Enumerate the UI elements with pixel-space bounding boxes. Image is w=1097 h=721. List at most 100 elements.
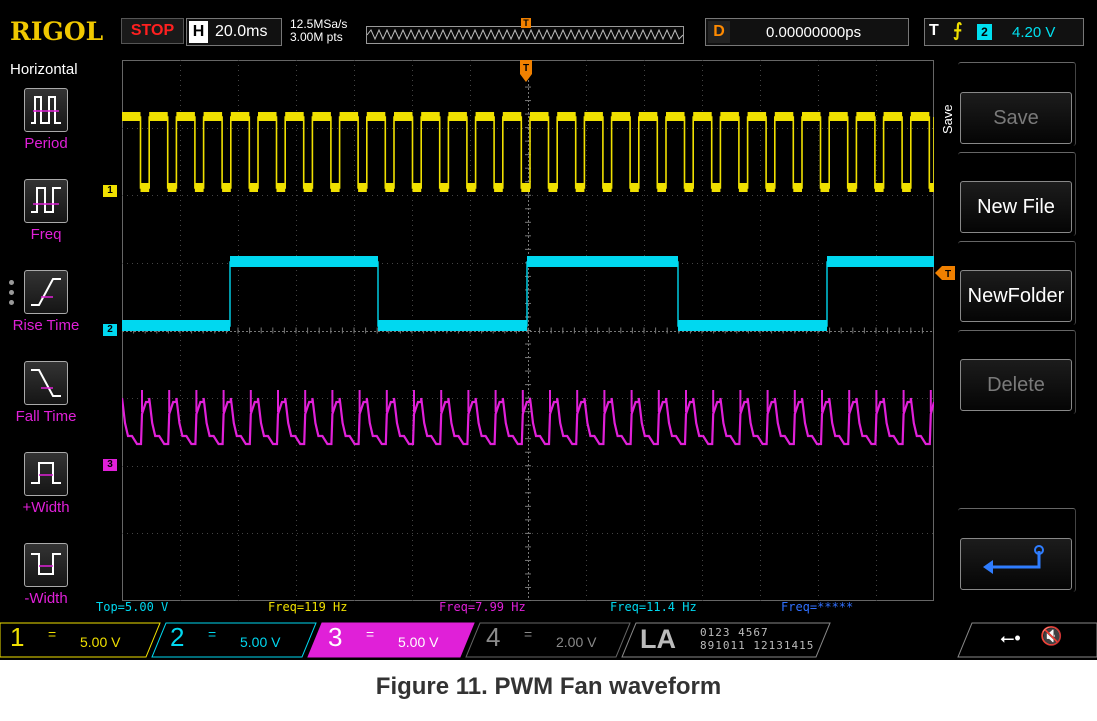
menu-item-fall-time[interactable]: Fall Time <box>0 361 92 447</box>
mute-icon[interactable]: 🔇 <box>1040 626 1063 646</box>
ch1-high-band <box>638 112 658 121</box>
menu-item-pos-width[interactable]: +Width <box>0 452 92 538</box>
ch1-high-band <box>176 112 195 121</box>
svg-text:T: T <box>945 269 951 280</box>
ch2-level-band <box>378 320 527 331</box>
ch1-high-band <box>230 112 250 121</box>
ch1-high-band <box>856 112 875 121</box>
ch1-low-band <box>575 183 585 192</box>
ch1-low-band <box>330 183 340 192</box>
channel-number: 1 <box>10 622 25 652</box>
channel-1-status[interactable]: 1 = 5.00 V <box>0 622 150 656</box>
menu-side-label: Save <box>940 104 955 134</box>
back-button[interactable] <box>960 538 1072 590</box>
menu-title: Horizontal <box>10 61 78 78</box>
ch1-high-band <box>883 112 903 121</box>
measure-menu: Horizontal Period Freq Rise Time Fall Ti… <box>0 58 92 618</box>
coupling-icon: = <box>366 626 375 642</box>
softkey-frame <box>958 152 1076 236</box>
memory-depth: 3.00M pts <box>290 30 343 44</box>
rising-edge-icon: ⨍ <box>953 20 963 40</box>
ch1-high-band <box>502 112 522 121</box>
ch3-marker[interactable]: 3 <box>103 459 117 471</box>
ch1-high-band <box>584 112 603 121</box>
ch1-high-band <box>666 112 685 121</box>
channel-2-status[interactable]: 2 = 5.00 V <box>160 622 310 656</box>
ch1-high-band <box>802 112 821 121</box>
trigger-level-marker[interactable]: T <box>935 266 955 280</box>
ch1-low-band <box>521 183 530 192</box>
la-channels: 0123 4567 891011 12131415 <box>700 626 814 652</box>
trigger-position-marker[interactable]: T <box>520 60 532 82</box>
delay-box[interactable]: D 0.00000000ps <box>705 18 909 46</box>
ch1-marker[interactable]: 1 <box>103 185 117 197</box>
coupling-icon: = <box>208 626 217 642</box>
measurement-ch2-freq: Freq=11.4 Hz <box>610 600 697 614</box>
ch1-low-band <box>385 183 394 192</box>
ch1-low-band <box>140 183 150 192</box>
new-folder-button[interactable]: NewFolder <box>960 270 1072 322</box>
memory-position-bar <box>366 26 684 44</box>
channel-4-status[interactable]: 4 = 2.00 V <box>476 622 626 656</box>
run-stop-badge[interactable]: STOP <box>121 18 184 44</box>
ch1-low-band <box>847 183 857 192</box>
channel-number: 4 <box>486 622 501 652</box>
ch2-marker[interactable]: 2 <box>103 324 117 336</box>
channel-3-status[interactable]: 3 = 5.00 V <box>318 622 468 656</box>
ch1-high-band <box>829 112 848 121</box>
ch1-low-band <box>167 183 177 192</box>
ch1-high-band <box>366 112 386 121</box>
horizontal-timebase[interactable]: H 20.0ms <box>186 18 282 46</box>
pos-width-icon <box>24 452 68 496</box>
waveform-grid[interactable] <box>122 60 934 601</box>
ch1-high-band <box>693 112 712 121</box>
ch1-high-band <box>421 112 440 121</box>
softkey-frame <box>958 508 1076 592</box>
channel-number: 3 <box>328 622 343 652</box>
menu-label: +Width <box>22 499 70 516</box>
trigger-source: 2 <box>977 24 992 40</box>
ch1-low-band <box>874 183 884 192</box>
menu-item-freq[interactable]: Freq <box>0 179 92 265</box>
ch1-low-band <box>439 183 449 192</box>
coupling-icon: = <box>48 626 57 642</box>
ch1-low-band <box>602 183 612 192</box>
ch1-high-band <box>203 112 223 121</box>
sample-rate: 12.5MSa/s <box>290 17 348 31</box>
ch1-high-band <box>122 112 141 121</box>
brand-logo: RIGOL <box>10 17 104 46</box>
save-button[interactable]: Save <box>960 92 1072 144</box>
la-row-2: 891011 12131415 <box>700 639 815 652</box>
softkey-frame <box>958 241 1076 325</box>
ch1-low-band <box>902 183 911 192</box>
graticule <box>122 60 934 601</box>
ch1-low-band <box>766 183 775 192</box>
measurement-top: Top=5.00 V <box>96 600 169 614</box>
new-file-button[interactable]: New File <box>960 181 1072 233</box>
ch1-high-band <box>910 112 930 121</box>
timebase-value: 20.0ms <box>215 23 268 40</box>
logic-analyzer-status[interactable]: LA 0123 4567 891011 12131415 <box>630 622 830 656</box>
ch1-high-band <box>285 112 304 121</box>
svg-text:T: T <box>523 63 529 74</box>
ch1-low-band <box>412 183 422 192</box>
measurement-ch1-freq: Freq=119 Hz <box>268 600 348 614</box>
channel-scale: 2.00 V <box>556 634 597 650</box>
fall-time-icon <box>24 361 68 405</box>
rise-time-icon <box>24 270 68 314</box>
ch1-low-band <box>738 183 748 192</box>
neg-width-icon <box>24 543 68 587</box>
trigger-box[interactable]: T ⨍ 2 4.20 V <box>924 18 1084 46</box>
menu-item-neg-width[interactable]: -Width <box>0 543 92 629</box>
ch1-high-band <box>530 112 549 121</box>
ch2-level-band <box>827 256 934 267</box>
menu-item-period[interactable]: Period <box>0 88 92 174</box>
menu-item-rise-time[interactable]: Rise Time <box>0 270 92 356</box>
ch1-high-band <box>611 112 631 121</box>
ch1-high-band <box>258 112 277 121</box>
delay-tag: D <box>708 21 730 43</box>
status-bar: RIGOL STOP H 20.0ms 12.5MSa/s 3.00M pts … <box>0 0 1097 56</box>
ch1-high-band <box>475 112 495 121</box>
delete-button[interactable]: Delete <box>960 359 1072 411</box>
menu-page-dots <box>9 280 15 312</box>
